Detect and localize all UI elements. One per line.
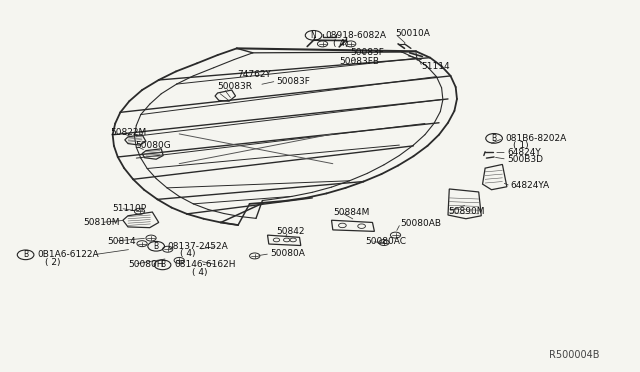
Text: 64824YA: 64824YA (511, 182, 550, 190)
Text: B: B (160, 260, 165, 269)
Text: B: B (23, 250, 28, 259)
Text: 081B6-8202A: 081B6-8202A (506, 134, 567, 143)
Text: 50814: 50814 (108, 237, 136, 246)
Text: 50822M: 50822M (110, 128, 147, 137)
Text: 50080AB: 50080AB (401, 219, 442, 228)
Text: 51110P: 51110P (112, 204, 146, 213)
Text: R500004B: R500004B (549, 350, 600, 360)
Text: 50083F: 50083F (351, 48, 385, 57)
Text: 08918-6082A: 08918-6082A (325, 31, 386, 40)
Text: 50083R: 50083R (218, 82, 253, 91)
Text: 08146-6162H: 08146-6162H (174, 260, 236, 269)
Text: 64824Y: 64824Y (507, 148, 541, 157)
Text: 50080H: 50080H (128, 260, 163, 269)
Text: 74762Y: 74762Y (237, 70, 271, 79)
Text: 51114: 51114 (421, 62, 450, 71)
Text: ( 1): ( 1) (513, 141, 529, 150)
Text: 50080AC: 50080AC (365, 237, 406, 246)
Text: 50080G: 50080G (136, 141, 172, 150)
Text: 50842: 50842 (276, 227, 305, 236)
Text: 500B3D: 500B3D (507, 155, 543, 164)
Text: ( 4): ( 4) (333, 39, 348, 48)
Text: ( 4): ( 4) (192, 268, 207, 277)
Text: 0B1A6-6122A: 0B1A6-6122A (37, 250, 99, 259)
Text: 50080A: 50080A (270, 249, 305, 258)
Text: 50890M: 50890M (448, 207, 484, 216)
Text: 50810M: 50810M (83, 218, 120, 227)
Text: B: B (154, 242, 159, 251)
Text: 50010A: 50010A (396, 29, 430, 38)
Text: N: N (311, 31, 316, 40)
Text: 50083F: 50083F (276, 77, 310, 86)
Text: B: B (492, 134, 497, 143)
Text: 50083FB: 50083FB (339, 57, 380, 66)
Text: 08137-2452A: 08137-2452A (168, 242, 228, 251)
Text: ( 2): ( 2) (45, 258, 60, 267)
Text: ( 4): ( 4) (180, 249, 196, 258)
Text: 50884M: 50884M (333, 208, 369, 217)
